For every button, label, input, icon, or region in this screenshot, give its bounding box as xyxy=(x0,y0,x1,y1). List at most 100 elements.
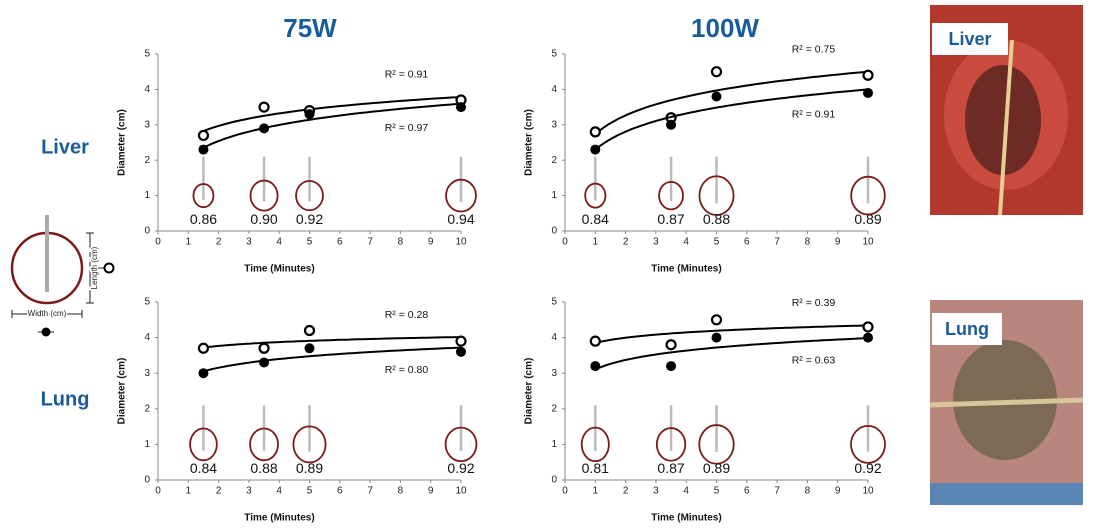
ratio-shape xyxy=(698,424,735,465)
y-axis-label: Diameter (cm) xyxy=(117,358,128,425)
y-tick-label: 5 xyxy=(144,49,150,60)
ratio-label: 0.84 xyxy=(582,211,609,227)
x-tick-label: 4 xyxy=(683,486,689,497)
chart: 0 1 2 3 4 5 0 1 2 3 4 5 6 7 8 9 10 Time (Minutes) Diameter… xyxy=(117,49,477,275)
x-axis-label: Time (Minutes) xyxy=(651,264,721,275)
x-tick-label: 4 xyxy=(276,237,282,248)
y-tick-label: 1 xyxy=(144,439,150,450)
y-tick-label: 3 xyxy=(551,119,557,130)
ratio-label: 0.81 xyxy=(582,460,609,476)
ratio-shape xyxy=(249,427,279,462)
r2-label: R² = 0.91 xyxy=(792,108,836,120)
r2-label: R² = 0.91 xyxy=(385,69,429,81)
x-tick-label: 9 xyxy=(835,486,841,497)
chart: 0 1 2 3 4 5 0 1 2 3 4 5 6 7 8 9 10 Time (Minutes) Diameter… xyxy=(117,297,478,524)
ratio-label: 0.94 xyxy=(447,211,474,227)
chart: 0 1 2 3 4 5 0 1 2 3 4 5 6 7 8 9 10 Time (Minutes) Diameter… xyxy=(524,43,886,275)
ratio-shape xyxy=(850,175,886,216)
photo-needle xyxy=(929,397,1084,408)
x-tick-label: 10 xyxy=(455,486,467,497)
open-point xyxy=(303,324,316,337)
ratio-label: 0.88 xyxy=(250,460,277,476)
y-tick-label: 3 xyxy=(144,119,150,130)
ratio-shape xyxy=(292,425,327,464)
ratio-shape xyxy=(192,183,215,209)
x-tick-label: 0 xyxy=(155,237,161,248)
open-point xyxy=(258,101,270,113)
x-tick-label: 7 xyxy=(774,486,780,497)
x-tick-label: 6 xyxy=(744,237,750,248)
x-tick-label: 2 xyxy=(623,486,629,497)
open-point xyxy=(589,126,601,138)
filled-point xyxy=(590,144,601,155)
chart: 0 1 2 3 4 5 0 1 2 3 4 5 6 7 8 9 10 Time (Minutes) Diameter… xyxy=(524,297,886,524)
y-tick-label: 2 xyxy=(144,403,150,414)
ratio-shape xyxy=(850,425,886,464)
y-tick-label: 0 xyxy=(551,226,557,237)
photo-region xyxy=(965,65,1041,175)
column-label: 75W xyxy=(283,13,337,43)
legend-filled-marker xyxy=(41,327,51,337)
photo-label: Lung xyxy=(945,319,989,339)
y-tick-label: 2 xyxy=(551,155,557,166)
x-tick-label: 7 xyxy=(367,237,373,248)
x-tick-label: 1 xyxy=(593,237,599,248)
x-tick-label: 10 xyxy=(455,237,467,248)
x-tick-label: 6 xyxy=(744,486,750,497)
y-tick-label: 4 xyxy=(144,332,150,343)
filled-point xyxy=(666,119,677,130)
ratio-label: 0.92 xyxy=(854,460,881,476)
x-tick-label: 8 xyxy=(398,237,404,248)
x-tick-label: 5 xyxy=(714,237,720,248)
ratio-label: 0.84 xyxy=(190,460,217,476)
y-tick-label: 5 xyxy=(551,297,557,308)
ratio-shape xyxy=(445,178,477,213)
ratio-label: 0.87 xyxy=(657,460,684,476)
x-tick-label: 10 xyxy=(862,237,874,248)
y-tick-label: 1 xyxy=(144,190,150,201)
r2-label: R² = 0.75 xyxy=(792,43,836,55)
y-tick-label: 4 xyxy=(551,84,557,95)
row-label: Lung xyxy=(41,388,90,410)
x-tick-label: 8 xyxy=(805,486,811,497)
x-tick-label: 8 xyxy=(398,486,404,497)
x-tick-label: 1 xyxy=(593,486,599,497)
x-axis-label: Time (Minutes) xyxy=(651,513,721,524)
filled-point xyxy=(711,332,722,343)
ratio-label: 0.88 xyxy=(703,211,730,227)
r2-label: R² = 0.28 xyxy=(385,309,429,321)
ratio-shape xyxy=(658,180,684,211)
r2-label: R² = 0.97 xyxy=(385,122,429,134)
ratio-label: 0.89 xyxy=(703,460,730,476)
photo: Lung xyxy=(929,300,1084,505)
r2-label: R² = 0.63 xyxy=(792,355,836,367)
filled-point xyxy=(198,144,209,155)
x-tick-label: 4 xyxy=(683,237,689,248)
photo: Liver xyxy=(930,5,1083,216)
y-tick-label: 3 xyxy=(551,368,557,379)
y-axis-label: Diameter (cm) xyxy=(117,109,128,176)
open-point xyxy=(665,339,677,351)
y-tick-label: 5 xyxy=(551,49,557,60)
shape-legend: Length (cm) Width (cm) xyxy=(10,215,115,337)
x-axis-label: Time (Minutes) xyxy=(244,264,314,275)
filled-point xyxy=(863,332,873,343)
y-tick-label: 3 xyxy=(144,368,150,379)
open-point xyxy=(862,321,874,333)
trendline xyxy=(203,346,462,373)
ratio-label: 0.92 xyxy=(447,460,474,476)
filled-point xyxy=(590,361,601,372)
filled-point xyxy=(711,91,722,102)
ratio-label: 0.92 xyxy=(296,211,323,227)
y-axis-label: Diameter (cm) xyxy=(524,109,535,176)
x-tick-label: 7 xyxy=(774,237,780,248)
filled-point xyxy=(198,368,209,379)
ratio-label: 0.89 xyxy=(854,211,881,227)
y-tick-label: 0 xyxy=(144,475,150,486)
legend-open-marker xyxy=(103,262,115,274)
x-tick-label: 9 xyxy=(428,486,434,497)
x-tick-label: 1 xyxy=(186,486,192,497)
x-tick-label: 0 xyxy=(562,486,568,497)
photo-label-box xyxy=(932,23,1008,55)
x-tick-label: 5 xyxy=(307,486,313,497)
